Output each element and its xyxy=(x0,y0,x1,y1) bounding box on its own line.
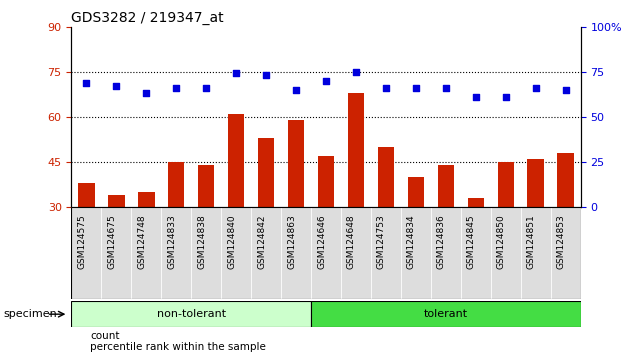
Point xyxy=(501,94,510,100)
Point xyxy=(531,85,541,91)
Point xyxy=(201,85,211,91)
Bar xyxy=(108,195,125,207)
Bar xyxy=(221,207,251,299)
Point xyxy=(351,69,361,75)
Text: GSM124575: GSM124575 xyxy=(78,215,86,269)
Bar xyxy=(198,165,214,207)
Bar xyxy=(558,153,574,207)
Point xyxy=(291,87,301,93)
Bar xyxy=(71,207,101,299)
Bar xyxy=(318,156,334,207)
Point xyxy=(231,71,241,76)
Bar xyxy=(521,207,551,299)
Text: GSM124834: GSM124834 xyxy=(407,215,416,269)
Bar xyxy=(461,207,491,299)
Text: GSM124853: GSM124853 xyxy=(556,215,566,269)
Text: GSM124850: GSM124850 xyxy=(497,215,505,269)
Bar xyxy=(71,301,311,327)
Point xyxy=(471,94,481,100)
Point xyxy=(411,85,421,91)
Bar xyxy=(131,207,161,299)
Text: GSM124648: GSM124648 xyxy=(347,215,356,269)
Text: GSM124851: GSM124851 xyxy=(527,215,536,269)
Bar xyxy=(401,207,431,299)
Bar xyxy=(378,147,394,207)
Bar xyxy=(438,165,454,207)
Bar xyxy=(258,138,274,207)
Bar xyxy=(138,192,155,207)
Bar xyxy=(348,93,365,207)
Text: GSM124646: GSM124646 xyxy=(317,215,326,269)
Text: GSM124833: GSM124833 xyxy=(167,215,176,269)
Bar xyxy=(78,183,94,207)
Text: percentile rank within the sample: percentile rank within the sample xyxy=(90,342,266,352)
Text: GSM124838: GSM124838 xyxy=(197,215,206,269)
Bar xyxy=(551,207,581,299)
Text: GSM124842: GSM124842 xyxy=(257,215,266,269)
Bar xyxy=(281,207,311,299)
Bar xyxy=(497,162,514,207)
Point xyxy=(321,78,331,84)
Bar xyxy=(527,159,544,207)
Point xyxy=(381,85,391,91)
Text: non-tolerant: non-tolerant xyxy=(156,309,226,319)
Point xyxy=(142,91,152,96)
Text: GSM124675: GSM124675 xyxy=(107,215,116,269)
Text: GSM124863: GSM124863 xyxy=(287,215,296,269)
Bar xyxy=(468,198,484,207)
Point xyxy=(441,85,451,91)
Bar xyxy=(491,207,521,299)
Text: specimen: specimen xyxy=(3,309,57,319)
Bar xyxy=(251,207,281,299)
Bar xyxy=(101,207,131,299)
Text: GSM124840: GSM124840 xyxy=(227,215,236,269)
Bar xyxy=(371,207,401,299)
Text: count: count xyxy=(90,331,120,341)
Bar xyxy=(191,207,221,299)
Bar xyxy=(341,207,371,299)
Point xyxy=(171,85,181,91)
Text: GSM124836: GSM124836 xyxy=(437,215,446,269)
Text: GSM124753: GSM124753 xyxy=(377,215,386,269)
Bar xyxy=(311,301,581,327)
Text: GSM124748: GSM124748 xyxy=(137,215,147,269)
Bar xyxy=(431,207,461,299)
Bar xyxy=(407,177,424,207)
Text: GSM124845: GSM124845 xyxy=(467,215,476,269)
Point xyxy=(81,80,91,85)
Text: tolerant: tolerant xyxy=(424,309,468,319)
Point xyxy=(111,83,121,89)
Text: GDS3282 / 219347_at: GDS3282 / 219347_at xyxy=(71,11,224,25)
Bar xyxy=(288,120,304,207)
Bar xyxy=(311,207,341,299)
Bar xyxy=(161,207,191,299)
Point xyxy=(561,87,571,93)
Bar xyxy=(168,162,184,207)
Bar xyxy=(228,114,245,207)
Point xyxy=(261,73,271,78)
